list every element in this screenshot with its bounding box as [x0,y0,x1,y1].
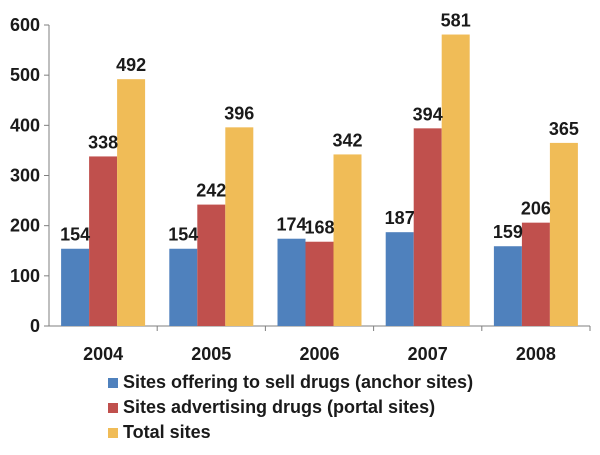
x-tick-label: 2005 [191,344,231,364]
data-label-2007-series-2: 581 [441,11,471,31]
bar-2007-series-2 [441,34,470,326]
data-label-2006-series-0: 174 [276,215,306,235]
legend-swatch-1 [108,403,118,413]
legend: Sites offering to sell drugs (anchor sit… [108,372,473,442]
legend-swatch-0 [108,378,118,388]
bar-2004-series-1 [89,156,118,326]
data-label-2004-series-0: 154 [60,225,90,245]
bar-2007-series-1 [413,128,442,326]
data-label-2006-series-1: 168 [304,218,334,238]
legend-swatch-2 [108,428,118,438]
y-tick-label: 0 [30,316,40,336]
bars [61,34,578,327]
x-tick-label: 2006 [299,344,339,364]
bar-2008-series-0 [493,246,522,326]
data-label-2005-series-2: 396 [224,103,254,123]
y-tick-label: 100 [10,266,40,286]
data-label-2008-series-0: 159 [493,222,523,242]
data-label-2004-series-2: 492 [116,55,146,75]
bar-2005-series-2 [225,127,254,326]
y-tick-label: 400 [10,115,40,135]
bar-2005-series-1 [197,204,226,326]
bar-2008-series-2 [549,142,578,326]
bar-2008-series-1 [521,222,550,326]
bar-2006-series-1 [305,241,334,326]
data-label-2007-series-0: 187 [385,208,415,228]
data-label-2007-series-1: 394 [413,104,443,124]
legend-label-0: Sites offering to sell drugs (anchor sit… [123,372,473,392]
bar-2004-series-0 [61,248,90,326]
data-label-2005-series-0: 154 [168,225,198,245]
bar-2004-series-2 [117,79,146,327]
y-tick-label: 300 [10,166,40,186]
data-label-2005-series-1: 242 [196,181,226,201]
bar-2006-series-0 [277,238,306,326]
x-tick-label: 2008 [516,344,556,364]
x-tick-label: 2004 [83,344,123,364]
bar-2007-series-0 [385,232,414,326]
y-tick-label: 600 [10,15,40,35]
data-label-2008-series-1: 206 [521,199,551,219]
data-label-2008-series-2: 365 [549,119,579,139]
data-label-2006-series-2: 342 [332,130,362,150]
x-axis-labels: 2004 2005 2006 2007 2008 [83,326,591,364]
bar-2005-series-0 [169,248,198,326]
x-tick-label: 2007 [408,344,448,364]
data-label-2004-series-1: 338 [88,132,118,152]
bar-2006-series-2 [333,154,362,326]
y-axis-ticks: 0 100 200 300 400 500 600 [10,15,49,336]
y-tick-label: 500 [10,65,40,85]
legend-label-1: Sites advertising drugs (portal sites) [123,397,435,417]
y-tick-label: 200 [10,216,40,236]
legend-label-2: Total sites [123,422,211,442]
